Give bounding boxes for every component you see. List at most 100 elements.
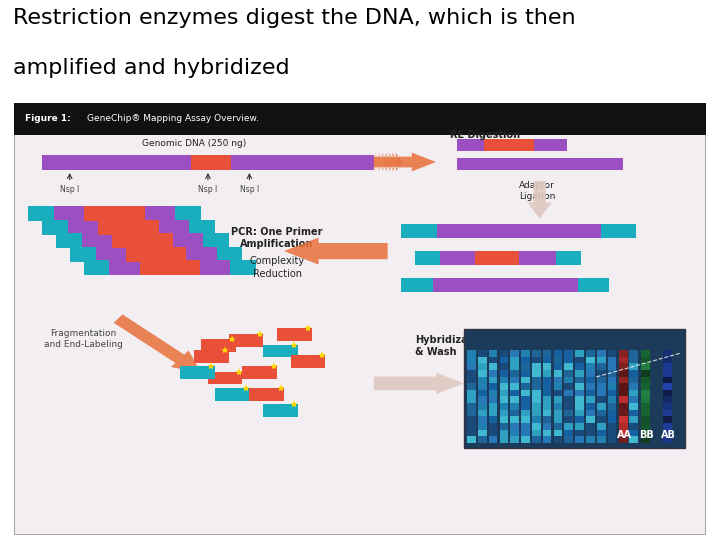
Text: RE Digestion: RE Digestion [450,130,520,140]
Bar [230,260,256,275]
Bar [575,429,584,436]
Bar [554,436,562,443]
Text: BB: BB [639,430,654,440]
Bar [84,260,109,275]
Bar [608,363,616,370]
Bar [575,423,584,429]
FancyArrow shape [372,152,377,171]
Bar [662,356,672,363]
Bar [532,423,541,429]
Bar [456,139,567,151]
Bar [629,396,638,403]
Bar [618,370,627,376]
Bar [42,155,374,170]
Bar [264,345,298,357]
Bar [662,422,672,429]
Bar [478,423,487,429]
Bar [554,429,562,436]
Bar [641,349,650,357]
Bar [586,423,595,429]
Bar [543,423,552,429]
Bar [564,370,573,376]
Bar [618,363,628,370]
Bar [543,403,552,410]
Bar [96,247,217,262]
Bar [500,416,508,423]
Bar [662,389,672,396]
Bar [489,383,498,390]
Bar [618,409,627,416]
Bar [192,155,231,170]
Bar [510,350,519,357]
Bar [510,429,519,436]
Bar [175,206,201,221]
Bar [597,416,606,423]
Bar [510,383,519,390]
Bar [564,403,573,410]
Bar [641,396,650,403]
Bar [467,423,476,429]
Bar [557,251,581,265]
Bar [521,403,530,410]
Bar [543,383,552,390]
Bar [618,389,628,396]
Bar [521,409,530,416]
Bar [478,350,487,357]
Bar [500,429,508,436]
Bar [554,350,562,357]
Bar [543,370,552,376]
Bar [478,376,487,383]
Bar [521,356,530,363]
Bar [564,436,573,443]
Bar [521,370,530,376]
Bar [554,376,562,383]
Bar [489,416,498,423]
Bar [629,350,638,357]
Bar [629,436,638,443]
Text: Restriction enzymes digest the DNA, which is then: Restriction enzymes digest the DNA, whic… [13,8,575,28]
Bar [575,376,584,383]
Bar [618,376,628,383]
Bar [618,383,627,390]
Bar [510,363,519,370]
Bar [641,416,650,423]
Bar [189,220,215,235]
Bar [500,370,508,376]
Bar [575,416,584,423]
Bar [437,224,601,238]
Bar [586,429,595,436]
Bar [586,363,595,370]
Bar [597,376,606,383]
Bar [618,429,627,436]
Bar [543,350,552,357]
Bar [618,396,628,403]
Bar [597,429,606,436]
Bar [264,404,298,417]
Bar [500,363,508,370]
Bar [662,436,672,443]
Bar [641,402,650,410]
Bar [586,376,595,383]
Bar [662,416,672,423]
Bar [564,429,573,436]
FancyArrow shape [374,373,464,394]
Text: AA: AA [616,430,631,440]
Bar [564,356,573,363]
FancyArrow shape [386,152,391,171]
Bar [510,396,519,403]
Bar [618,356,628,363]
Bar [521,429,530,436]
Bar [478,396,487,403]
Bar [608,376,616,383]
Bar [641,422,650,429]
Text: PCR: One Primer
Amplification: PCR: One Primer Amplification [231,227,323,249]
Bar [543,356,552,363]
Bar [180,366,215,379]
Bar [618,396,627,403]
Bar [618,383,628,390]
Bar [597,363,606,370]
Bar [467,390,476,396]
Bar [586,383,595,390]
Bar [641,376,650,383]
Bar [662,363,672,370]
